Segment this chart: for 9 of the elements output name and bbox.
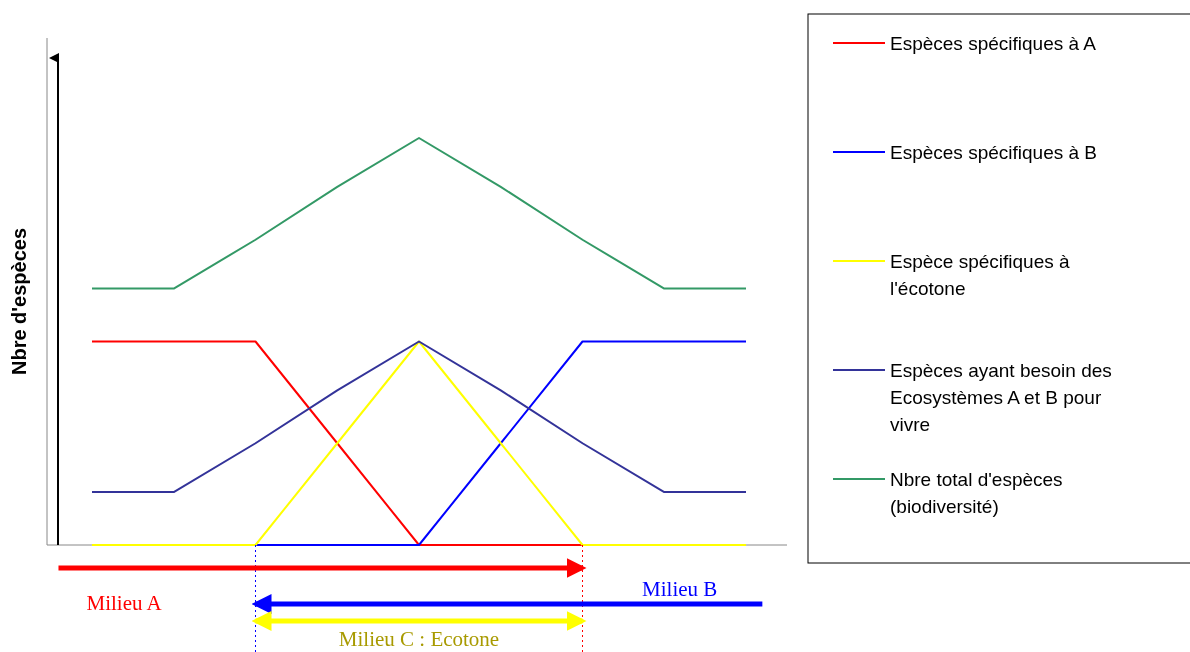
legend-label: Nbre total d'espèces (biodiversité) xyxy=(890,469,1063,517)
legend-label: Espèce spécifiques à l'écotone xyxy=(890,251,1070,299)
text: Milieu A xyxy=(86,591,163,615)
y-axis-title: Nbre d'espèces xyxy=(8,227,30,376)
legend-label: Espèces ayant besoin des Ecosystèmes A et B pour vivre xyxy=(890,360,1112,435)
text: Milieu C : Ecotone xyxy=(338,627,500,651)
text: Milieu B xyxy=(642,577,718,601)
legend-label: Espèces spécifiques à A xyxy=(890,33,1097,54)
legend-label: Espèces spécifiques à B xyxy=(890,142,1098,163)
